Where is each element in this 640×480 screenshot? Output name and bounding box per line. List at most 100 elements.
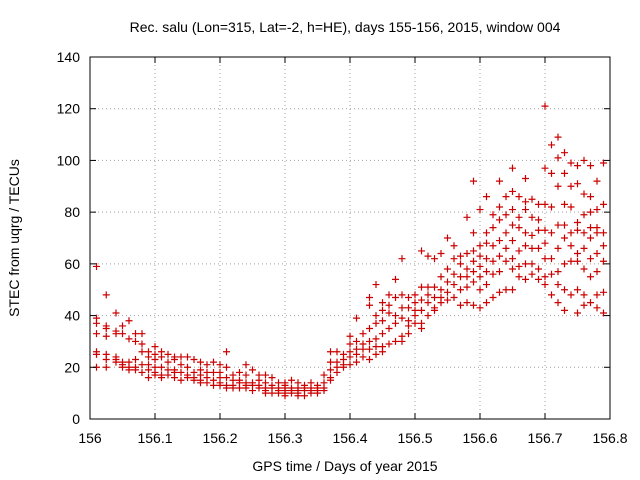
data-point [535,216,542,224]
data-point [197,358,204,366]
data-point [574,180,581,188]
data-point [444,296,451,304]
data-point [151,356,159,364]
data-point [385,291,393,299]
data-point [223,348,230,356]
data-point [574,226,581,234]
data-point [138,361,146,369]
data-point [528,244,536,252]
data-points [93,102,607,400]
data-point [132,330,139,338]
data-point [138,368,146,376]
data-point [379,348,386,356]
data-point [93,350,100,358]
data-point [138,340,146,348]
data-point [151,371,159,379]
data-point [502,244,510,252]
data-point [132,337,139,345]
data-point [593,177,601,185]
data-point [515,224,523,232]
data-point [327,366,334,374]
data-point [489,224,497,232]
data-point [268,389,276,397]
data-point [476,252,484,260]
data-point [554,299,562,307]
data-point [125,317,133,325]
data-point [353,358,360,366]
data-point [424,312,432,320]
data-point [236,368,243,376]
data-point [574,250,581,258]
data-point [580,211,588,219]
data-point [242,371,250,379]
data-point [483,268,490,276]
data-point [567,203,575,211]
data-point [346,353,354,361]
data-point [463,265,471,273]
data-point [483,281,490,289]
data-point [431,306,438,314]
data-point [528,270,536,278]
data-point [567,159,575,167]
data-point [112,330,120,338]
data-point [470,257,477,265]
data-point [463,299,471,307]
data-point [223,374,230,382]
y-tick-label: 140 [57,49,81,65]
data-point [437,250,445,258]
data-point [392,293,399,301]
data-point [470,177,477,185]
data-point [132,366,139,374]
data-point [262,389,269,397]
data-point [496,252,503,260]
data-point [450,281,458,289]
y-tick-label: 120 [57,101,81,117]
y-tick-label: 40 [64,308,80,324]
data-point [515,193,523,201]
data-point [281,392,289,400]
data-point [102,356,110,364]
data-point [385,325,393,332]
x-tick-label: 156.5 [397,430,432,446]
data-point [463,213,471,221]
data-point [314,389,321,397]
data-point [119,322,126,330]
data-point [418,306,425,314]
data-point [177,376,185,384]
data-point [203,379,211,387]
data-point [509,206,516,214]
data-point [600,200,607,208]
data-point [489,211,497,219]
data-point [522,260,529,268]
data-point [567,182,575,190]
data-point [346,340,354,348]
data-point [398,255,406,263]
data-point [138,348,146,356]
data-point [398,337,406,345]
data-point [450,255,458,263]
data-point [353,337,360,345]
data-point [489,257,497,265]
data-point [392,337,399,345]
data-point [418,283,425,291]
data-point [580,291,588,299]
data-point [405,293,412,301]
data-point [320,371,328,379]
data-point [522,242,529,250]
data-point [359,330,367,338]
data-point [379,317,386,325]
data-point [502,211,510,219]
data-point [190,356,198,364]
data-point [164,371,172,379]
data-point [216,361,224,369]
data-point [171,356,178,364]
data-point [561,234,568,242]
data-point [242,384,250,392]
data-point [470,301,477,309]
data-point [210,381,217,389]
data-point [548,203,555,211]
data-point [125,335,133,343]
data-point [353,350,360,358]
data-point [398,314,406,322]
data-point [535,265,542,273]
